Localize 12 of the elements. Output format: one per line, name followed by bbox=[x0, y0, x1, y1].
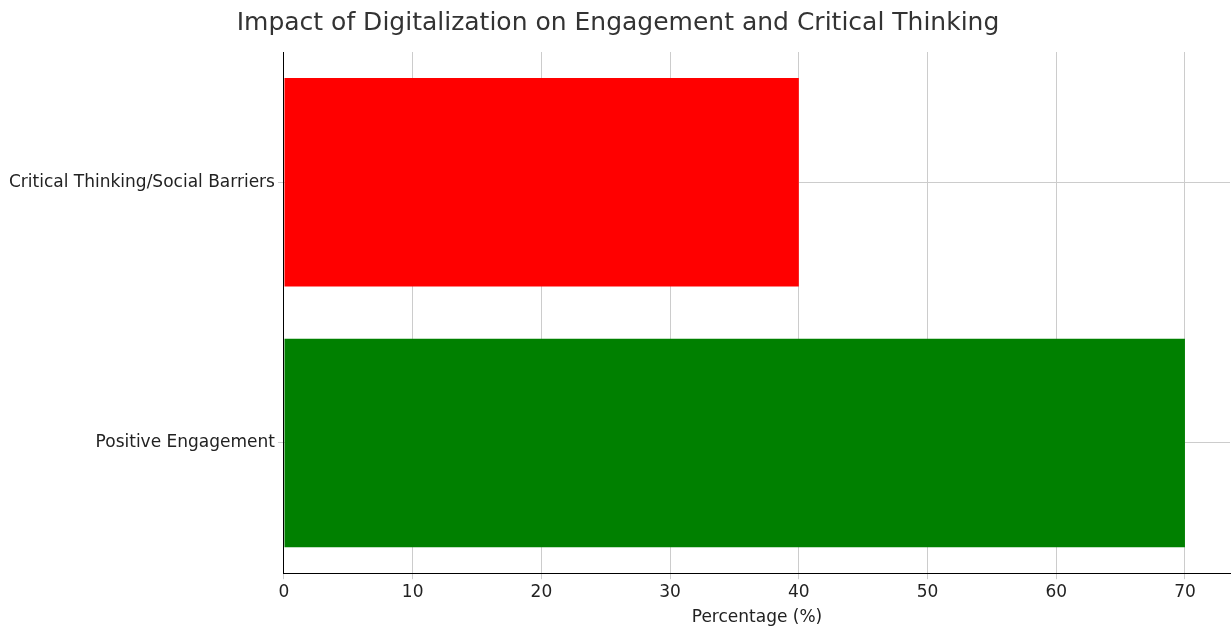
chart-title: Impact of Digitalization on Engagement and Critical Thinking bbox=[236, 6, 1000, 36]
x-tick-label: 50 bbox=[916, 580, 939, 601]
x-tick-label: 10 bbox=[401, 580, 424, 601]
x-tick-label: 20 bbox=[530, 580, 553, 601]
y-tick-label: Critical Thinking/Social Barriers bbox=[8, 170, 276, 191]
x-tick-label: 0 bbox=[278, 580, 290, 601]
x-axis-title: Percentage (%) bbox=[691, 606, 823, 627]
y-tick-label: Positive Engagement bbox=[95, 431, 276, 452]
x-tick-label: 60 bbox=[1045, 580, 1068, 601]
x-tick-label: 40 bbox=[788, 580, 810, 601]
x-tick-label: 30 bbox=[659, 580, 681, 601]
x-tick-label: 70 bbox=[1174, 580, 1196, 601]
